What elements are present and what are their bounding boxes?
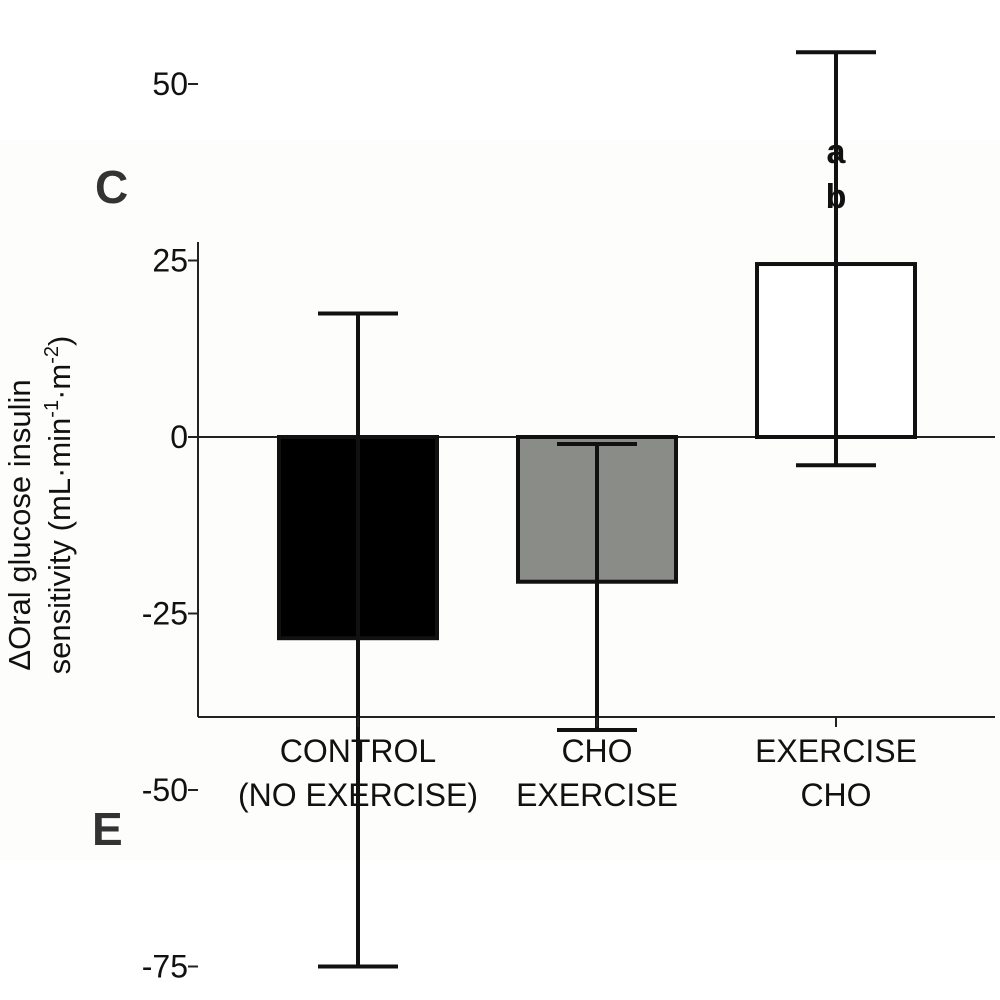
significance-label-b: b — [826, 178, 847, 216]
y-axis-title: ΔOral glucose insulin sensitivity (mL·mi… — [2, 336, 77, 675]
y-axis-unit-part-2: ·m — [42, 364, 77, 400]
y-axis-unit-sup-2: -2 — [41, 346, 63, 364]
y-tick-label: 25 — [152, 243, 188, 279]
y-axis-title-line2: sensitivity (mL·min-1·m-2) — [41, 336, 77, 675]
x-tick-label-line1: CONTROL — [280, 733, 436, 769]
y-axis-unit-sup-1: -1 — [41, 400, 63, 418]
y-tick-label: -25 — [142, 596, 188, 632]
y-axis-title-line1: ΔOral glucose insulin — [2, 379, 37, 670]
y-tick-label: -50 — [142, 772, 188, 808]
y-tick-label: 0 — [170, 419, 188, 455]
y-axis-unit-part-3: ) — [42, 336, 77, 346]
figure-panel — [0, 140, 1000, 860]
panel-label-e: E — [92, 803, 123, 855]
x-tick-label-line1: EXERCISE — [755, 733, 917, 769]
x-tick-label-line2: (NO EXERCISE) — [238, 777, 478, 813]
y-tick-label: 50 — [152, 66, 188, 102]
x-tick-label-line2: CHO — [800, 777, 871, 813]
x-tick-label-line1: CHO — [561, 733, 632, 769]
plot-area: 50 25 0 -25 -50 -75 CONTROL (NO EXERCISE) CHO EXE… — [142, 50, 995, 985]
panel-label-c: C — [95, 161, 128, 213]
y-tick-label: -75 — [142, 949, 188, 985]
significance-label-a: a — [827, 133, 847, 171]
y-axis-unit-part-1: sensitivity (mL·min — [42, 418, 77, 675]
x-tick-label-line2: EXERCISE — [516, 777, 678, 813]
